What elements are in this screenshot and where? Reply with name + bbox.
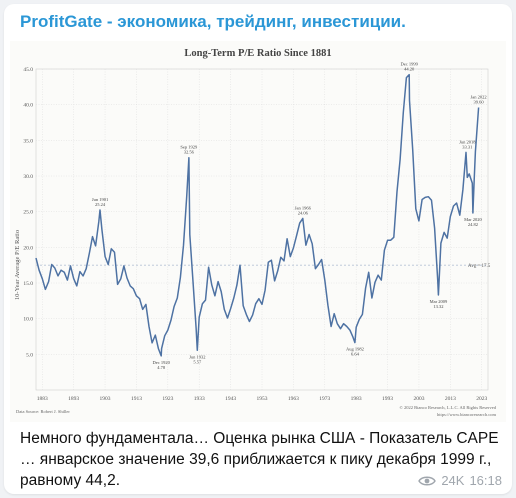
eye-icon bbox=[418, 476, 437, 485]
copyright-text: © 2022 Bianco Research, L.L.C. All Right… bbox=[399, 405, 496, 411]
x-tick-label: 1913 bbox=[131, 396, 142, 402]
x-tick-label: 1943 bbox=[225, 396, 236, 402]
x-tick-label: 2013 bbox=[445, 396, 456, 402]
x-tick-label: 2003 bbox=[413, 396, 424, 402]
annotation-date: Jun 1901 bbox=[92, 197, 108, 202]
annotation-value: 39.60 bbox=[474, 100, 485, 105]
chart-title: Long-Term P/E Ratio Since 1881 bbox=[184, 48, 331, 59]
message-time: 16:18 bbox=[469, 473, 502, 488]
x-tick-label: 2023 bbox=[476, 396, 487, 402]
annotation-date: Jun 2018 bbox=[459, 139, 476, 144]
message-meta: 24K 16:18 bbox=[418, 473, 502, 488]
x-tick-label: 1973 bbox=[319, 396, 330, 402]
annotation-date: Aug 1982 bbox=[346, 347, 364, 352]
y-tick-label: 30.0 bbox=[23, 174, 33, 180]
x-tick-label: 1953 bbox=[257, 396, 268, 402]
message-bubble: ProfitGate - экономика, трейдинг, инвест… bbox=[4, 4, 512, 494]
x-tick-label: 1903 bbox=[100, 396, 111, 402]
annotation-date: Jun 1932 bbox=[189, 354, 205, 359]
annotation-value: 13.32 bbox=[433, 304, 443, 309]
view-count: 24K bbox=[441, 473, 465, 488]
pe-ratio-chart: Long-Term P/E Ratio Since 1881 5.0 10.0 15… bbox=[14, 48, 497, 417]
annotation-date: Mar 2020 bbox=[464, 217, 482, 222]
annotation-value: 24.06 bbox=[298, 210, 309, 215]
annotation-date: Jan 1966 bbox=[295, 205, 312, 210]
y-tick-label: 10.0 bbox=[23, 317, 33, 323]
average-label: Avg = 17.5 bbox=[468, 264, 491, 269]
annotation-value: 33.31 bbox=[462, 144, 472, 149]
y-tick-label: 5.0 bbox=[26, 352, 33, 358]
annotation-date: Dec 1999 bbox=[401, 62, 419, 67]
x-tick-label: 1933 bbox=[194, 396, 205, 402]
annotation-value: 6.64 bbox=[351, 352, 360, 357]
x-tick-label: 1983 bbox=[351, 396, 362, 402]
channel-name[interactable]: ProfitGate - экономика, трейдинг, инвест… bbox=[20, 12, 406, 31]
annotation-date: Dec 1920 bbox=[153, 360, 171, 365]
annotation-value: 24.82 bbox=[468, 222, 478, 227]
annotation-value: 5.57 bbox=[193, 359, 202, 364]
annotation-value: 4.78 bbox=[157, 365, 166, 370]
axis-labels: 5.0 10.0 15.0 20.0 25.0 30.0 35.0 40.0 45.0 1883 1… bbox=[23, 67, 487, 402]
source-text: Data Source: Robert J. Shiller bbox=[16, 409, 70, 414]
message-text: Немного фундаментала… Оценка рынка США -… bbox=[20, 430, 499, 489]
chart-image[interactable]: Long-Term P/E Ratio Since 1881 5.0 10.0 15… bbox=[10, 41, 506, 422]
annotation-date: Sep 1929 bbox=[180, 145, 198, 150]
grid-lines bbox=[35, 68, 489, 391]
x-tick-label: 1963 bbox=[288, 396, 299, 402]
x-tick-label: 1883 bbox=[37, 396, 48, 402]
y-tick-label: 45.0 bbox=[23, 67, 33, 73]
series-line-cape bbox=[35, 73, 480, 357]
annotation-date: Mar 2009 bbox=[430, 299, 448, 304]
url-text: https://www.biancoresearch.com bbox=[437, 412, 496, 417]
x-tick-label: 1993 bbox=[382, 396, 393, 402]
annotation-value: 44.20 bbox=[404, 67, 415, 72]
y-tick-label: 25.0 bbox=[23, 210, 33, 216]
y-tick-label: 15.0 bbox=[23, 281, 33, 287]
y-tick-label: 40.0 bbox=[23, 103, 33, 109]
annotation-value: 25.24 bbox=[95, 202, 106, 207]
x-tick-label: 1893 bbox=[68, 396, 79, 402]
annotation-value: 32.56 bbox=[184, 150, 195, 155]
y-tick-label: 35.0 bbox=[23, 138, 33, 144]
y-axis-label: 10-Year Average P/E Ratio bbox=[14, 230, 21, 300]
x-tick-label: 1923 bbox=[162, 396, 173, 402]
y-tick-label: 20.0 bbox=[23, 245, 33, 251]
annotation-date: Jan 2022 bbox=[471, 95, 487, 100]
